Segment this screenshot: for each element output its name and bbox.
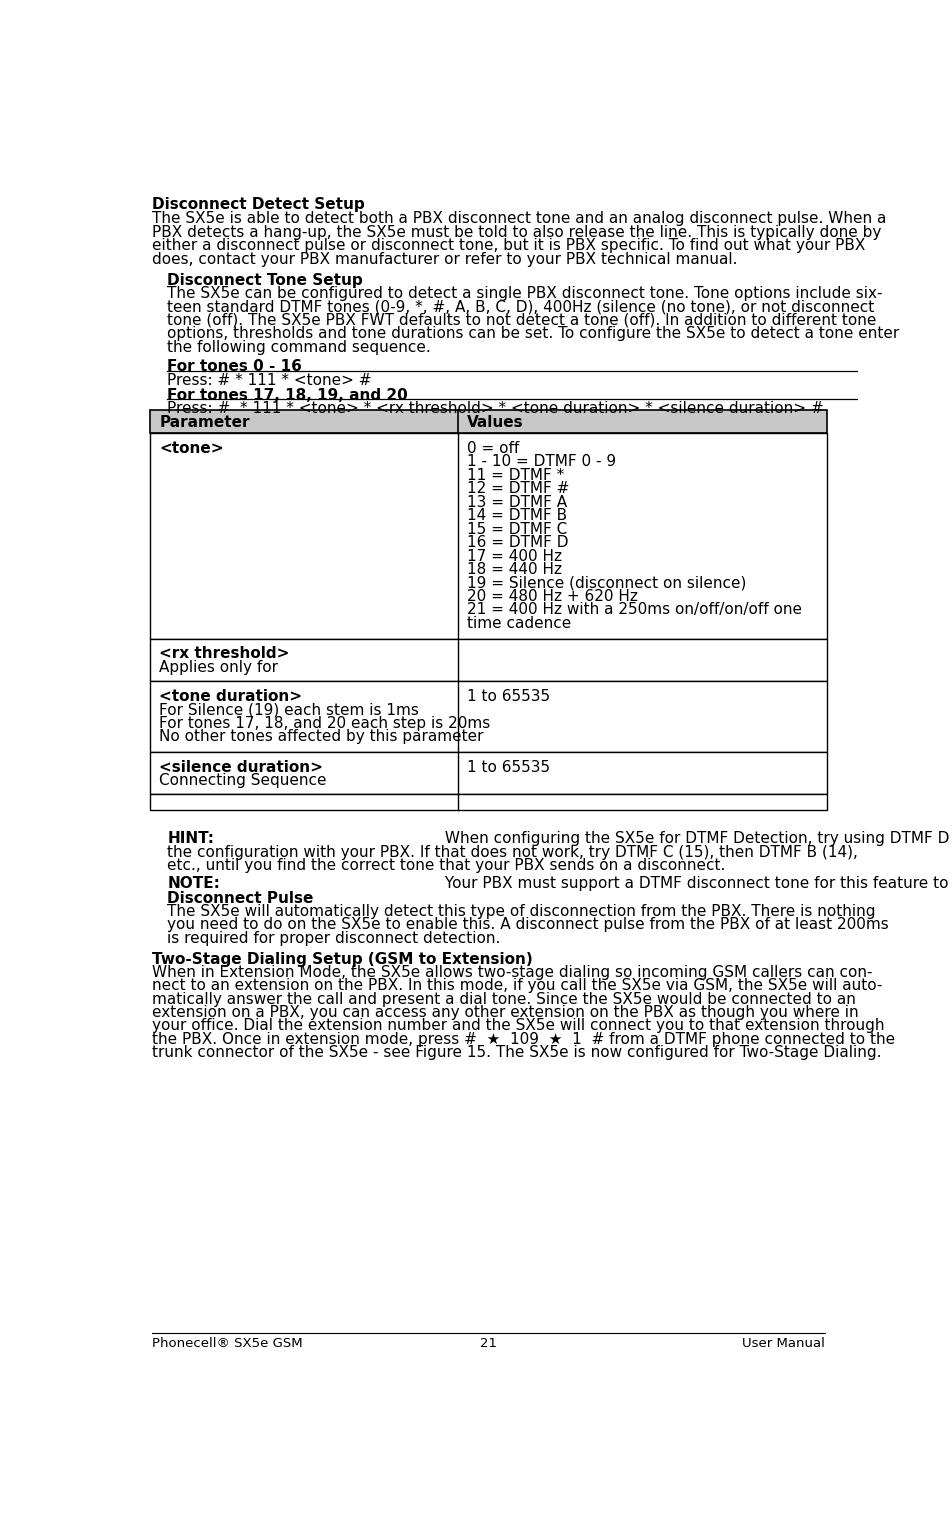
Text: Applies only for: Applies only for: [159, 660, 283, 675]
Text: time cadence: time cadence: [466, 616, 571, 631]
Text: teen standard DTMF tones (0-9, *, #, A, B, C, D), 400Hz (silence (no tone), or n: teen standard DTMF tones (0-9, *, #, A, …: [167, 300, 874, 315]
Bar: [150, 681, 825, 752]
Text: Press: #  * 111 * <tone> * <rx threshold> * <tone duration> * <silence duration>: Press: # * 111 * <tone> * <rx threshold>…: [167, 401, 823, 416]
Text: Phonecell® SX5e GSM: Phonecell® SX5e GSM: [151, 1337, 302, 1350]
Text: extension on a PBX, you can access any other extension on the PBX as though you : extension on a PBX, you can access any o…: [151, 1005, 858, 1020]
Text: 16 = DTMF D: 16 = DTMF D: [466, 534, 568, 550]
Text: 1 to 65535: 1 to 65535: [466, 689, 550, 704]
Text: No other tones affected by this parameter: No other tones affected by this paramete…: [159, 730, 484, 745]
Text: 15 = DTMF C: 15 = DTMF C: [466, 522, 567, 536]
Text: Disconnect Tone Setup: Disconnect Tone Setup: [167, 273, 363, 288]
Text: 18 = 440 Hz: 18 = 440 Hz: [466, 562, 562, 577]
Text: 21: 21: [480, 1337, 496, 1350]
Text: 13 = DTMF A: 13 = DTMF A: [466, 495, 566, 510]
Bar: [150, 433, 825, 639]
Text: 17 = 400 Hz: 17 = 400 Hz: [466, 548, 562, 563]
Text: does, contact your PBX manufacturer or refer to your PBX technical manual.: does, contact your PBX manufacturer or r…: [151, 251, 737, 266]
Text: Disconnect Pulse: Disconnect Pulse: [167, 892, 313, 907]
Text: When in Extension Mode, the SX5e allows two-stage dialing so incoming GSM caller: When in Extension Mode, the SX5e allows …: [151, 964, 871, 980]
Text: the following command sequence.: the following command sequence.: [167, 341, 430, 354]
Text: 1 to 65535: 1 to 65535: [466, 760, 550, 775]
Text: trunk connector of the SX5e - see Figure 15. The SX5e is now configured for Two-: trunk connector of the SX5e - see Figure…: [151, 1046, 881, 1060]
Text: the configuration with your PBX. If that does not work, try DTMF C (15), then DT: the configuration with your PBX. If that…: [167, 845, 857, 860]
Text: etc., until you find the correct tone that your PBX sends on a disconnect.: etc., until you find the correct tone th…: [167, 858, 724, 874]
Text: <rx threshold>: <rx threshold>: [159, 646, 289, 662]
Text: For tones 17, 18, 19, and 20: For tones 17, 18, 19, and 20: [167, 388, 407, 403]
Text: matically answer the call and present a dial tone. Since the SX5e would be conne: matically answer the call and present a …: [151, 992, 855, 1007]
Text: <tone>: <tone>: [159, 441, 224, 456]
Text: 19 = Silence (disconnect on silence): 19 = Silence (disconnect on silence): [466, 575, 745, 590]
Text: For Silence (19) each stem is 1ms: For Silence (19) each stem is 1ms: [159, 702, 419, 718]
Text: Disconnect Detect Setup: Disconnect Detect Setup: [151, 197, 364, 212]
Text: options, thresholds and tone durations can be set. To configure the SX5e to dete: options, thresholds and tone durations c…: [167, 327, 899, 342]
Text: Connecting Sequence: Connecting Sequence: [159, 774, 327, 789]
Text: PBX detects a hang-up, the SX5e must be told to also release the line. This is t: PBX detects a hang-up, the SX5e must be …: [151, 224, 881, 239]
Text: your office. Dial the extension number and the SX5e will connect you to that ext: your office. Dial the extension number a…: [151, 1019, 883, 1034]
Text: <tone duration>: <tone duration>: [159, 689, 302, 704]
Bar: [150, 639, 825, 681]
Bar: [150, 752, 825, 795]
Text: 14 = DTMF B: 14 = DTMF B: [466, 509, 566, 524]
Text: Two-Stage Dialing Setup (GSM to Extension): Two-Stage Dialing Setup (GSM to Extensio…: [151, 952, 532, 967]
Text: User Manual: User Manual: [742, 1337, 824, 1350]
Text: The SX5e will automatically detect this type of disconnection from the PBX. Ther: The SX5e will automatically detect this …: [167, 904, 875, 919]
Text: either a disconnect pulse or disconnect tone, but it is PBX specific. To find ou: either a disconnect pulse or disconnect …: [151, 238, 864, 253]
Text: 21 = 400 Hz with a 250ms on/off/on/off one: 21 = 400 Hz with a 250ms on/off/on/off o…: [466, 603, 802, 618]
Text: 11 = DTMF *: 11 = DTMF *: [466, 468, 564, 483]
Text: 20 = 480 Hz + 620 Hz: 20 = 480 Hz + 620 Hz: [466, 589, 638, 604]
Text: nect to an extension on the PBX. In this mode, if you call the SX5e via GSM, the: nect to an extension on the PBX. In this…: [151, 978, 882, 993]
Text: HINT:: HINT:: [167, 831, 214, 846]
Bar: [150, 410, 825, 433]
Text: 12 = DTMF #: 12 = DTMF #: [466, 481, 569, 497]
Text: The SX5e can be configured to detect a single PBX disconnect tone. Tone options : The SX5e can be configured to detect a s…: [167, 286, 882, 301]
Bar: [150, 795, 825, 810]
Text: tone (off). The SX5e PBX FWT defaults to not detect a tone (off). In addition to: tone (off). The SX5e PBX FWT defaults to…: [167, 313, 876, 329]
Text: is required for proper disconnect detection.: is required for proper disconnect detect…: [167, 931, 500, 946]
Text: 0 = off: 0 = off: [466, 441, 519, 456]
Text: NOTE:: NOTE:: [167, 877, 220, 892]
Text: For tones 0 - 16: For tones 0 - 16: [167, 359, 302, 374]
Text: Press: # * 111 * <tone> #: Press: # * 111 * <tone> #: [167, 372, 371, 388]
Text: For tones 17, 18, and 20 each step is 20ms: For tones 17, 18, and 20 each step is 20…: [159, 716, 490, 731]
Text: you need to do on the SX5e to enable this. A disconnect pulse from the PBX of at: you need to do on the SX5e to enable thi…: [167, 917, 888, 933]
Text: Your PBX must support a DTMF disconnect tone for this feature to work.: Your PBX must support a DTMF disconnect …: [440, 877, 952, 892]
Text: Values: Values: [466, 415, 524, 430]
Text: 1 - 10 = DTMF 0 - 9: 1 - 10 = DTMF 0 - 9: [466, 454, 616, 469]
Text: The SX5e is able to detect both a PBX disconnect tone and an analog disconnect p: The SX5e is able to detect both a PBX di…: [151, 212, 885, 226]
Text: the PBX. Once in extension mode, press #  ★  109  ★  1  # from a DTMF phone conn: the PBX. Once in extension mode, press #…: [151, 1033, 894, 1048]
Text: Parameter: Parameter: [159, 415, 249, 430]
Text: When configuring the SX5e for DTMF Detection, try using DTMF D (16) first, then : When configuring the SX5e for DTMF Detec…: [440, 831, 952, 846]
Text: <silence duration>: <silence duration>: [159, 760, 323, 775]
